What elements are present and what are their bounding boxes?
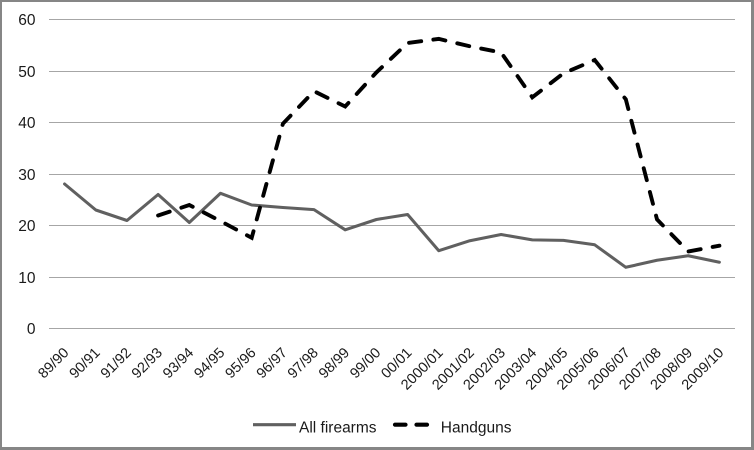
svg-text:40: 40 — [18, 115, 36, 132]
svg-text:10: 10 — [18, 270, 36, 287]
svg-text:98/99: 98/99 — [316, 345, 353, 382]
svg-text:50: 50 — [18, 64, 36, 81]
svg-text:91/92: 91/92 — [98, 345, 135, 382]
svg-text:99/00: 99/00 — [347, 345, 384, 382]
svg-text:90/91: 90/91 — [67, 345, 104, 382]
svg-text:97/98: 97/98 — [285, 345, 322, 382]
svg-text:92/93: 92/93 — [129, 345, 166, 382]
svg-text:20: 20 — [18, 218, 36, 235]
svg-text:0: 0 — [27, 321, 36, 338]
svg-text:30: 30 — [18, 167, 36, 184]
svg-text:60: 60 — [18, 12, 36, 29]
svg-text:93/94: 93/94 — [160, 345, 197, 382]
svg-text:95/96: 95/96 — [223, 345, 260, 382]
svg-text:96/97: 96/97 — [254, 345, 291, 382]
svg-text:89/90: 89/90 — [35, 345, 72, 382]
svg-text:All firearms: All firearms — [299, 420, 377, 437]
svg-text:Handguns: Handguns — [441, 420, 512, 437]
svg-text:94/95: 94/95 — [191, 345, 228, 382]
